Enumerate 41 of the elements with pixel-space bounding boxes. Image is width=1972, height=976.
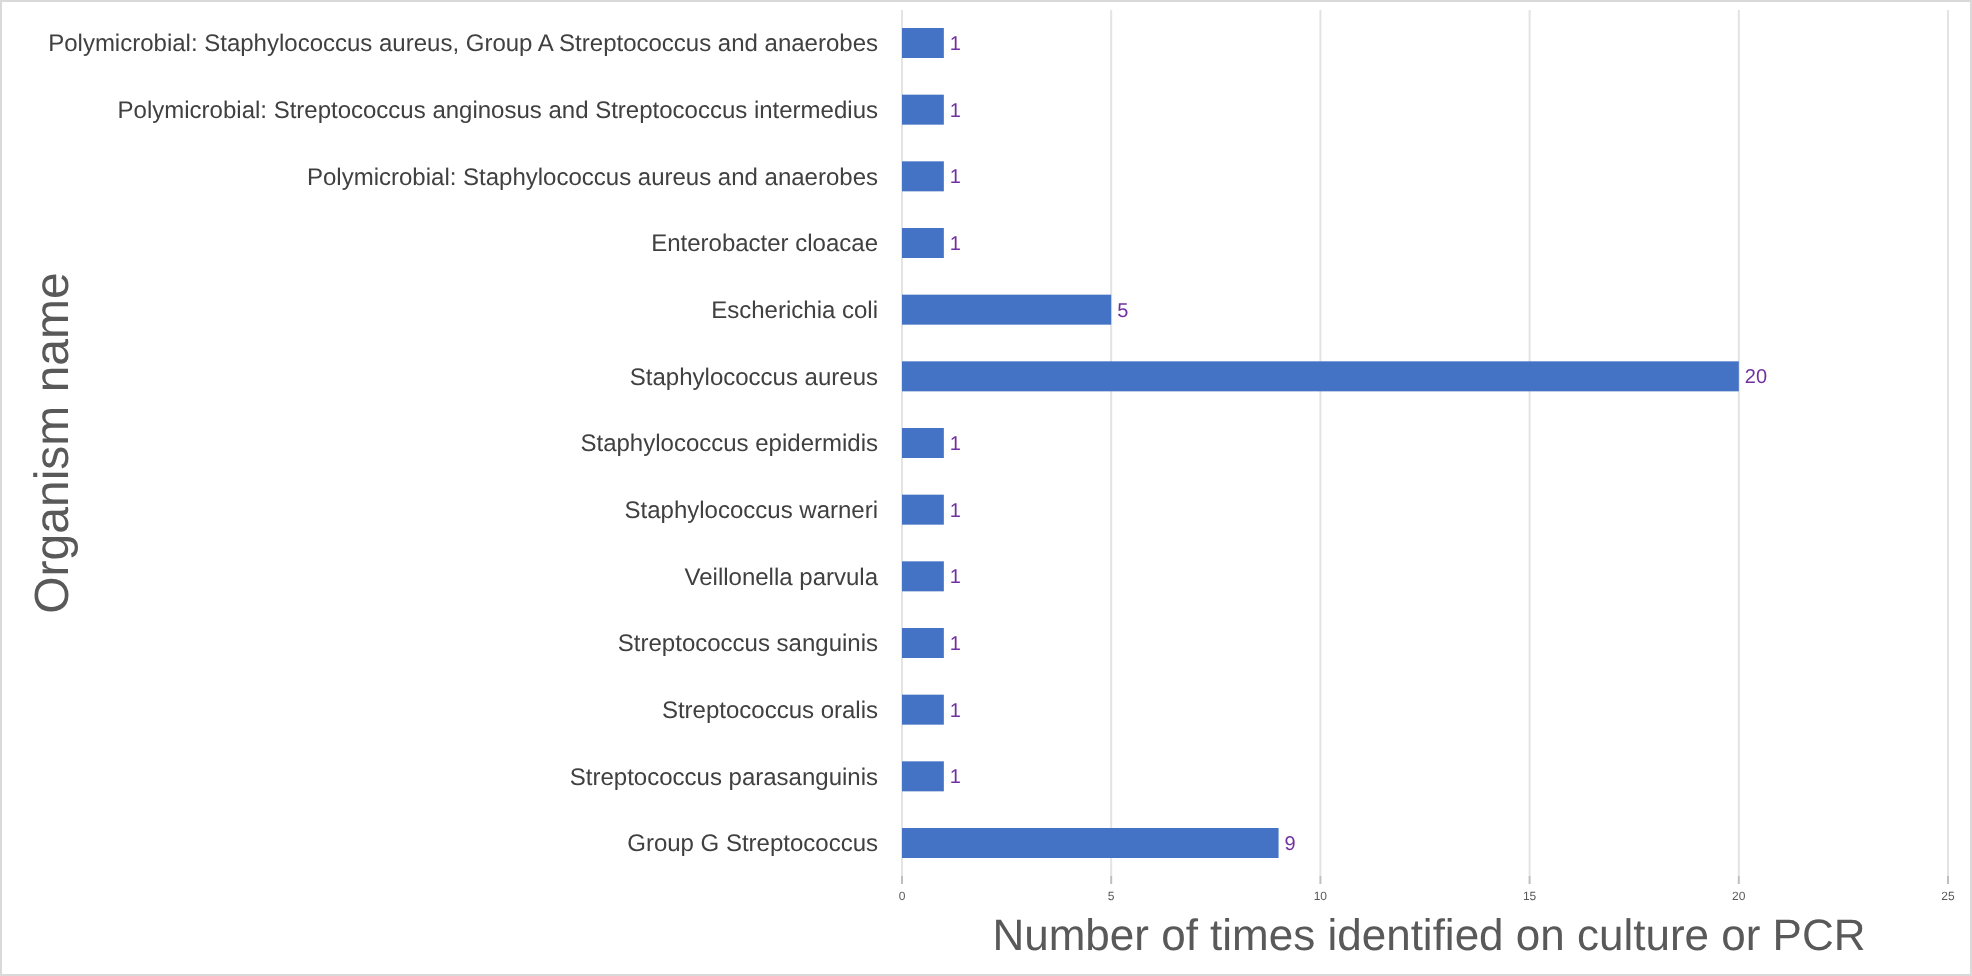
y-tick-label: Group G Streptococcus bbox=[627, 829, 878, 858]
bar bbox=[902, 561, 944, 592]
y-tick-label: Veillonella parvula bbox=[684, 562, 879, 591]
y-axis-title: Organism name bbox=[26, 272, 80, 614]
bar bbox=[902, 94, 944, 125]
data-label: 1 bbox=[949, 167, 962, 190]
bar bbox=[902, 28, 944, 58]
bar bbox=[902, 161, 944, 192]
y-tick-label: Staphylococcus warneri bbox=[624, 496, 878, 525]
data-label: 1 bbox=[949, 100, 962, 123]
y-tick-label: Staphylococcus epidermidis bbox=[580, 429, 878, 458]
y-tick-label: Polymicrobial: Staphylococcus aureus, Group A Streptococcus and anaerobes bbox=[48, 29, 878, 58]
y-tick-label: Polymicrobial: Staphylococcus aureus and anaerobes bbox=[307, 162, 878, 191]
y-tick-label: Streptococcus oralis bbox=[661, 696, 878, 725]
data-label: 1 bbox=[949, 34, 962, 56]
data-label: 9 bbox=[1284, 834, 1297, 856]
bar bbox=[902, 361, 1739, 392]
bar bbox=[902, 294, 1112, 325]
data-label: 1 bbox=[949, 434, 962, 456]
bar bbox=[902, 228, 944, 258]
data-label: 1 bbox=[949, 567, 962, 590]
y-tick-label: Escherichia coli bbox=[711, 296, 878, 325]
data-label: 1 bbox=[949, 767, 962, 790]
bar bbox=[902, 428, 944, 458]
y-tick-label: Polymicrobial: Streptococcus anginosus and Streptococcus intermedius bbox=[117, 96, 878, 125]
y-tick-label: Streptococcus sanguinis bbox=[617, 629, 878, 658]
data-label: 1 bbox=[949, 700, 962, 723]
y-tick-label: Streptococcus parasanguinis bbox=[569, 762, 878, 791]
data-label: 5 bbox=[1117, 300, 1130, 323]
data-label: 1 bbox=[949, 500, 962, 523]
x-axis-title: Number of times identified on culture or PCR bbox=[992, 910, 1866, 960]
bar bbox=[902, 628, 944, 658]
bar bbox=[902, 694, 944, 725]
data-label: 20 bbox=[1744, 367, 1768, 390]
y-tick-label: Enterobacter cloacae bbox=[651, 229, 879, 258]
bar bbox=[902, 828, 1279, 858]
bar bbox=[902, 494, 944, 525]
y-tick-label: Staphylococcus aureus bbox=[629, 362, 878, 391]
data-label: 1 bbox=[949, 234, 962, 256]
bar bbox=[902, 761, 944, 792]
data-label: 1 bbox=[949, 634, 962, 656]
